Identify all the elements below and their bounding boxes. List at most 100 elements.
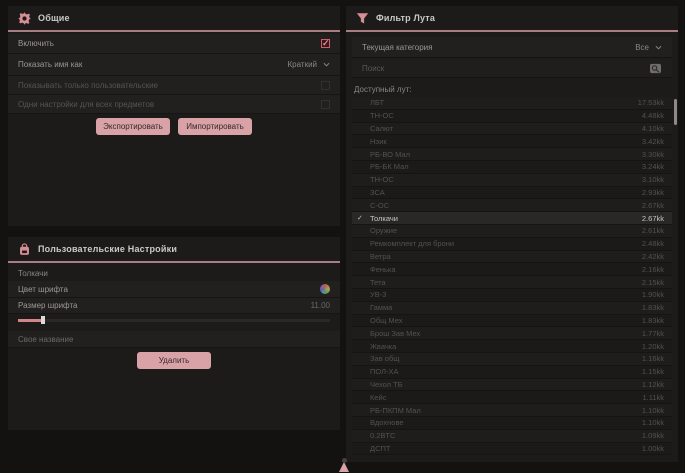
loot-item-name: Салют <box>370 123 393 133</box>
only-custom-label: Показывать только пользовательские <box>18 80 158 90</box>
enable-label: Включить <box>18 39 54 48</box>
export-button[interactable]: Экспортировать <box>96 118 170 135</box>
loot-item[interactable]: ЗСА 2.93kk <box>352 186 672 200</box>
name-mode-label: Показать имя как <box>18 60 83 69</box>
loot-item[interactable]: С-ОС 2.67kk <box>352 199 672 213</box>
export-import-row: Экспортировать Импортировать <box>8 118 340 135</box>
loot-item[interactable]: Тета 2.15kk <box>352 276 672 289</box>
loot-item[interactable]: Жвачка 1.20kk <box>352 340 672 353</box>
category-select[interactable]: Все <box>635 43 662 52</box>
filter-panel-header: Фильтр Лута <box>346 6 678 32</box>
check-icon: ✓ <box>357 215 363 223</box>
loot-item-name: Общ Мех <box>370 315 403 325</box>
loot-item[interactable]: 0.2BTC 1.09kk <box>352 429 672 443</box>
general-panel-title: Общие <box>38 13 70 23</box>
loot-item[interactable]: Салют 4.10kk <box>352 122 672 136</box>
marker-triangle <box>339 462 349 472</box>
loot-item-value: 2.15kk <box>641 277 664 287</box>
loot-item-name: Кейс <box>370 392 387 402</box>
loot-item[interactable]: Вдохнове 1.10kk <box>352 416 672 430</box>
category-label: Текущая категория <box>362 42 433 52</box>
loot-item[interactable]: Кейс 1.11kk <box>352 391 672 405</box>
loot-item[interactable]: Нэик 3.42kk <box>352 135 672 149</box>
loot-item-value: 2.67kk <box>641 200 664 210</box>
loot-item-value: 3.30kk <box>641 149 664 159</box>
loot-item-name: Жвачка <box>370 341 397 351</box>
loot-item-name: ТН-ОС <box>370 175 394 185</box>
funnel-icon <box>356 12 369 24</box>
loot-item-name: ПОЛ-ХА <box>370 367 399 377</box>
custom-settings-panel: Пользовательские Настройки Толкачи Цвет … <box>8 237 340 430</box>
loot-item-name: ДСПТ <box>370 443 391 453</box>
loot-item-value: 1.10kk <box>641 418 664 428</box>
same-settings-checkbox[interactable] <box>321 99 330 109</box>
loot-item[interactable]: Ветра 2.42kk <box>352 250 672 264</box>
color-wheel-icon[interactable] <box>320 284 330 294</box>
font-size-label: Размер шрифта <box>18 301 78 310</box>
font-color-label: Цвет шрифта <box>18 284 68 294</box>
loot-item[interactable]: Зав общ 1.16kk <box>352 352 672 366</box>
loot-item-value: 1.10kk <box>641 405 664 415</box>
category-value: Все <box>635 42 649 52</box>
custom-name-input[interactable] <box>81 334 330 344</box>
slider-handle[interactable] <box>40 316 45 324</box>
filter-panel-title: Фильтр Лута <box>376 13 436 23</box>
loot-item-value: 3.24kk <box>641 162 664 172</box>
loot-item-value: 3.42kk <box>641 136 664 146</box>
loot-item[interactable]: ТН-ОС 3.10kk <box>352 173 672 187</box>
delete-button[interactable]: Удалить <box>137 352 211 369</box>
loot-item-value: 1.15kk <box>641 367 664 377</box>
loot-item-value: 1.16kk <box>641 354 664 364</box>
loot-item-value: 1.12kk <box>641 379 664 389</box>
loot-item[interactable]: Брош Зав Мех 1.77kk <box>352 327 672 341</box>
font-size-value: 11.00 <box>310 301 330 310</box>
custom-name-label: Свое название <box>18 334 74 344</box>
only-custom-checkbox[interactable] <box>321 80 330 90</box>
loot-item[interactable]: Фенька 2.16kk <box>352 263 672 277</box>
loot-item[interactable]: ПОЛ-ХА 1.15kk <box>352 365 672 379</box>
image-search-icon[interactable] <box>649 63 662 74</box>
delete-row: Удалить <box>8 352 340 369</box>
loot-list: ЛБТ 17.53kk ТН-ОС 4.48kk Салют 4.10kk Нэик 3.42… <box>352 97 672 456</box>
search-input[interactable] <box>362 63 649 73</box>
font-size-slider[interactable] <box>18 316 330 324</box>
loot-item-name: Гамма <box>370 303 393 313</box>
loot-item[interactable]: Ремкомплект для брони 2.48kk <box>352 237 672 251</box>
loot-item-value: 4.48kk <box>641 111 664 121</box>
loot-item-value: 1.11kk <box>642 392 664 402</box>
loot-item[interactable]: ЛБТ 17.53kk <box>352 97 672 110</box>
loot-item-name: ЗСА <box>370 187 385 197</box>
loot-item[interactable]: ✓ Толкачи 2.67kk <box>352 212 672 225</box>
loot-item[interactable]: РБ-БК Мал 3.24kk <box>352 160 672 174</box>
loot-item-name: С-ОС <box>370 200 390 210</box>
custom-name-row: Свое название <box>8 331 340 348</box>
loot-item-name: УВ-3 <box>370 290 387 300</box>
loot-item-value: 2.16kk <box>641 264 664 274</box>
loot-item[interactable]: УВ-3 1.90kk <box>352 288 672 302</box>
loot-item[interactable]: Чехол ТБ 1.12kk <box>352 378 672 392</box>
loot-item-name: Фенька <box>370 264 396 274</box>
loot-item-name: Ремкомплект для брони <box>370 239 455 249</box>
loot-item[interactable]: Гамма 1.83kk <box>352 301 672 315</box>
loot-item[interactable]: Оружие 2.61kk <box>352 224 672 238</box>
scrollbar-thumb[interactable] <box>674 99 677 125</box>
custom-panel-title: Пользовательские Настройки <box>38 244 178 254</box>
slider-track[interactable] <box>18 319 330 322</box>
loot-item-value: 17.53kk <box>637 98 664 108</box>
loot-item[interactable]: ТН-ОС 4.48kk <box>352 109 672 123</box>
loot-item[interactable]: Общ Мех 1.83kk <box>352 314 672 328</box>
loot-item-name: РБ-ВО Мал <box>370 149 410 159</box>
loot-item-name: ТН-ОС <box>370 111 394 121</box>
enable-checkbox[interactable]: ✓ <box>321 38 330 48</box>
loot-item[interactable]: РБ-ВО Мал 3.30kk <box>352 148 672 161</box>
font-size-row: Размер шрифта 11.00 <box>8 298 340 314</box>
same-settings-row: Одни настройки для всех предметов <box>8 95 340 114</box>
custom-panel-header: Пользовательские Настройки <box>8 237 340 263</box>
loot-item-name: Толкачи <box>370 213 398 223</box>
loot-filter-panel: Фильтр Лута Текущая категория Все Доступ… <box>346 6 678 462</box>
loot-item[interactable]: РБ-ПКПМ Мал 1.10kk <box>352 404 672 417</box>
loot-item[interactable]: ДСПТ 1.00kk <box>352 442 672 456</box>
loot-item-value: 2.67kk <box>641 213 664 223</box>
name-mode-select[interactable]: Краткий <box>288 60 330 69</box>
import-button[interactable]: Импортировать <box>178 118 252 135</box>
